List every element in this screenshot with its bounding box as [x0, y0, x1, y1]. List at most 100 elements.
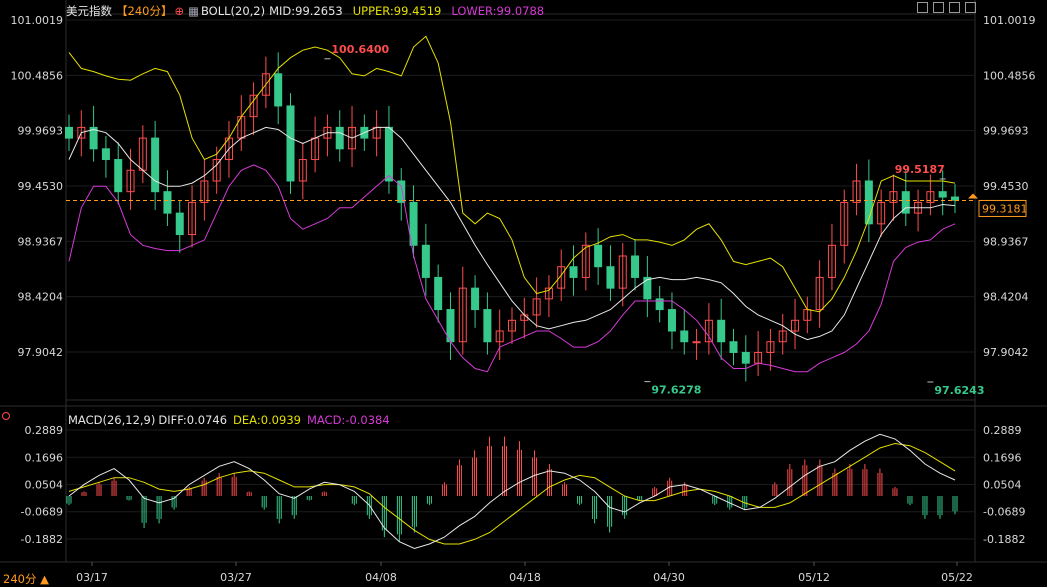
- period-tag[interactable]: 【240分】: [116, 4, 173, 18]
- candle-down: [667, 309, 676, 332]
- boll-header: 美元指数 【240分】 ⊕ ▦ BOLL(20,2) MID:99.2653 UPPER:9…: [66, 3, 548, 19]
- boll-mid-line: [68, 126, 956, 341]
- grid-layout-icon[interactable]: [917, 2, 928, 13]
- date-tick-label: 05/22: [941, 571, 973, 584]
- candle-up: [840, 201, 849, 246]
- macd-tick-right: -0.1882: [983, 533, 1025, 546]
- candle-up: [766, 341, 775, 353]
- indicator-icon: ▦: [188, 4, 199, 18]
- minimize-icon[interactable]: [933, 2, 944, 13]
- candle-down: [335, 126, 344, 150]
- date-tick-label: 05/12: [798, 571, 830, 584]
- low-price-label: 97.6278: [651, 384, 701, 397]
- boll-upper-line: [68, 35, 956, 313]
- candle-down: [864, 180, 873, 225]
- candle-down: [384, 126, 393, 182]
- macd-tick-left: 0.1696: [25, 451, 64, 464]
- boll-lower-line: [68, 164, 956, 373]
- date-tick-label: 03/17: [76, 571, 108, 584]
- close-icon[interactable]: [965, 2, 976, 13]
- price-tick-left: 99.4530: [18, 180, 64, 193]
- price-arrow-icon: [968, 193, 978, 199]
- macd-name[interactable]: MACD(26,12,9): [68, 413, 156, 427]
- candle-up: [889, 191, 898, 203]
- period-button[interactable]: 240分 ▲: [3, 572, 49, 586]
- price-tick-right: 99.9693: [983, 125, 1029, 138]
- candle-down: [951, 196, 959, 201]
- candle-up: [544, 287, 553, 300]
- candle-down: [397, 180, 406, 203]
- current-price-value: 99.3181: [982, 202, 1028, 215]
- candle-up: [77, 126, 86, 139]
- dea-line: [68, 442, 956, 545]
- candle-up: [532, 298, 541, 316]
- high-price-label: 100.6400: [331, 43, 389, 56]
- candle-down: [901, 191, 910, 214]
- settings-icon[interactable]: ⊕: [174, 4, 185, 18]
- candle-down: [631, 255, 640, 278]
- candle-up: [261, 73, 270, 96]
- restore-icon[interactable]: [949, 2, 960, 13]
- candle-up: [495, 330, 504, 343]
- high-price-label: 99.5187: [895, 163, 945, 176]
- macd-header: MACD(26,12,9) DIFF:0.0746 DEA:0.0939 MACD:-…: [68, 413, 396, 427]
- macd-value: MACD:-0.0384: [306, 413, 390, 427]
- price-tick-left: 99.9693: [18, 125, 64, 138]
- candle-up: [926, 191, 935, 203]
- candle-down: [471, 287, 480, 311]
- candle-up: [188, 201, 197, 236]
- price-panel-frame: [65, 13, 976, 401]
- candle-down: [175, 212, 184, 236]
- macd-tick-right: 0.1696: [983, 451, 1022, 464]
- boll-name[interactable]: BOLL(20,2): [200, 4, 266, 18]
- candle-down: [409, 201, 418, 246]
- price-tick-left: 101.0019: [11, 14, 64, 27]
- boll-lower: LOWER:99.0788: [451, 4, 545, 18]
- macd-tick-right: 0.0504: [983, 478, 1022, 491]
- candle-down: [569, 266, 578, 278]
- candle-down: [594, 244, 603, 268]
- candle-down: [421, 244, 430, 278]
- candle-up: [557, 266, 566, 289]
- current-price-tag: [978, 199, 1027, 217]
- macd-dea: DEA:0.0939: [233, 413, 301, 427]
- candle-down: [717, 319, 726, 343]
- candle-down: [89, 126, 98, 150]
- candle-down: [729, 341, 738, 353]
- macd-marker-icon: [2, 412, 10, 420]
- candle-up: [581, 244, 590, 278]
- candle-up: [692, 341, 701, 344]
- date-tick-label: 04/18: [509, 571, 541, 584]
- candle-up: [348, 126, 357, 150]
- candle-down: [286, 105, 295, 182]
- candle-down: [434, 276, 443, 311]
- candle-down: [65, 126, 73, 139]
- low-price-label: 97.6243: [934, 384, 984, 397]
- candle-up: [618, 255, 627, 289]
- candle-up: [126, 169, 135, 193]
- diff-line: [68, 433, 956, 550]
- boll-upper: UPPER:99.4519: [352, 4, 442, 18]
- macd-tick-left: 0.0504: [25, 478, 64, 491]
- candle-up: [778, 330, 787, 343]
- candle-down: [643, 276, 652, 300]
- price-tick-right: 100.4856: [983, 69, 1036, 82]
- candles: [65, 52, 959, 382]
- candle-down: [655, 298, 664, 311]
- macd-histogram: [66, 436, 958, 542]
- boll-mid: MID:99.2653: [269, 4, 343, 18]
- price-tick-right: 98.9367: [983, 235, 1029, 248]
- candle-up: [298, 159, 307, 182]
- candle-up: [852, 180, 861, 203]
- candle-down: [274, 73, 283, 107]
- candle-down: [101, 148, 110, 161]
- candle-down: [483, 309, 492, 343]
- candle-down: [741, 351, 750, 364]
- candle-up: [508, 319, 516, 332]
- candle-down: [938, 191, 947, 198]
- candle-down: [163, 191, 172, 214]
- candle-up: [791, 319, 800, 332]
- date-tick-label: 04/08: [365, 571, 397, 584]
- date-tick-label: 03/27: [220, 571, 252, 584]
